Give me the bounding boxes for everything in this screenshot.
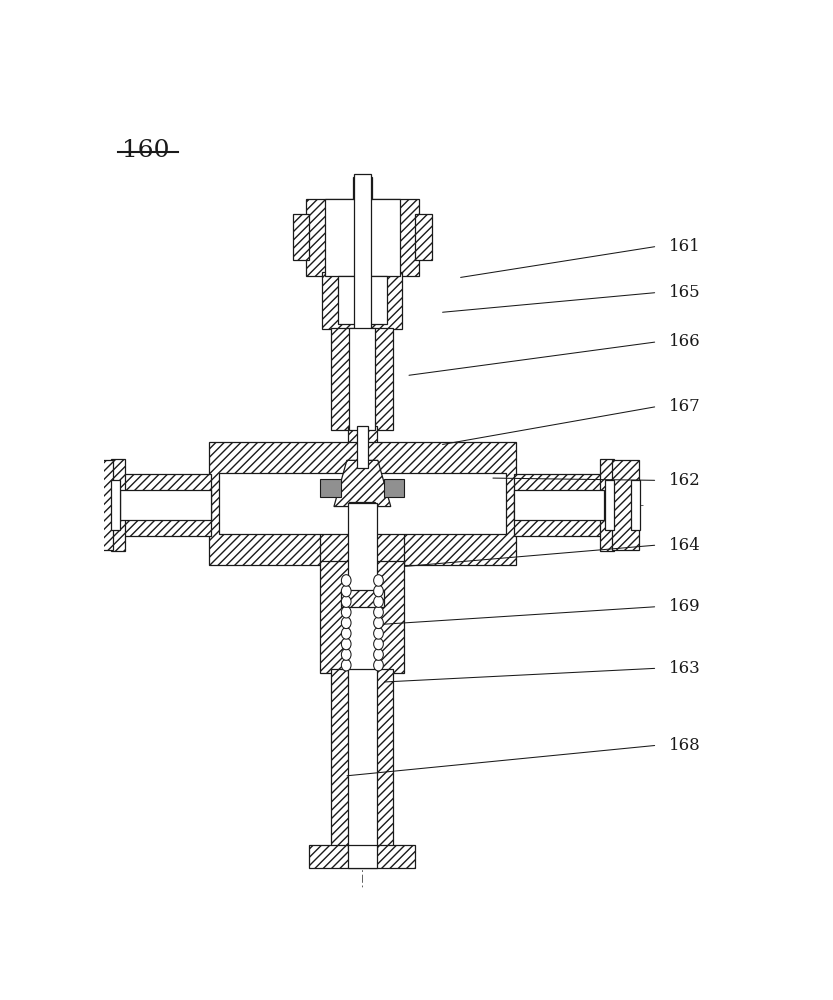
Bar xyxy=(209,442,516,565)
Bar xyxy=(321,502,404,565)
Bar xyxy=(354,174,371,355)
Circle shape xyxy=(342,638,351,650)
Text: 161: 161 xyxy=(669,238,701,255)
Circle shape xyxy=(374,617,383,629)
Bar xyxy=(120,490,211,520)
Bar xyxy=(350,328,375,430)
Bar xyxy=(321,561,404,673)
Bar xyxy=(82,480,92,530)
Polygon shape xyxy=(334,460,391,507)
Circle shape xyxy=(342,659,351,671)
Bar xyxy=(352,177,372,199)
Bar xyxy=(322,272,402,329)
Bar xyxy=(348,503,377,673)
Circle shape xyxy=(342,585,351,597)
Bar xyxy=(309,845,416,868)
Bar xyxy=(348,845,377,868)
Bar xyxy=(338,276,387,324)
Bar xyxy=(332,328,393,430)
Text: 167: 167 xyxy=(669,398,701,415)
Bar xyxy=(350,502,375,514)
Circle shape xyxy=(374,606,383,618)
Bar xyxy=(514,474,605,536)
Bar xyxy=(306,199,419,276)
Bar xyxy=(332,669,393,850)
Circle shape xyxy=(342,649,351,660)
Bar xyxy=(86,460,113,550)
Bar xyxy=(348,669,377,850)
Bar xyxy=(348,426,377,468)
Circle shape xyxy=(374,585,383,597)
Bar xyxy=(605,480,614,530)
Text: 160: 160 xyxy=(122,139,170,162)
Text: 164: 164 xyxy=(669,537,701,554)
Bar xyxy=(111,480,120,530)
Bar xyxy=(514,490,605,520)
Text: 162: 162 xyxy=(669,472,701,489)
Circle shape xyxy=(374,649,383,660)
Bar xyxy=(292,214,309,260)
Circle shape xyxy=(374,596,383,607)
Circle shape xyxy=(342,617,351,629)
Text: 168: 168 xyxy=(669,737,701,754)
Circle shape xyxy=(342,628,351,639)
Circle shape xyxy=(374,638,383,650)
Bar xyxy=(416,214,432,260)
Circle shape xyxy=(374,659,383,671)
Bar xyxy=(341,590,384,607)
Bar xyxy=(357,426,368,468)
Text: 165: 165 xyxy=(669,284,701,301)
Circle shape xyxy=(342,606,351,618)
Text: 166: 166 xyxy=(669,333,701,350)
Bar xyxy=(219,473,506,534)
Circle shape xyxy=(342,596,351,607)
Circle shape xyxy=(374,628,383,639)
Bar xyxy=(611,460,639,550)
Bar xyxy=(384,479,404,497)
Text: 163: 163 xyxy=(669,660,701,677)
Circle shape xyxy=(342,575,351,586)
Bar xyxy=(120,474,211,536)
Bar xyxy=(631,480,640,530)
Text: 169: 169 xyxy=(669,598,701,615)
Bar xyxy=(321,479,341,497)
Bar xyxy=(325,199,400,276)
Bar xyxy=(600,459,614,551)
Circle shape xyxy=(374,575,383,586)
Bar xyxy=(111,459,125,551)
